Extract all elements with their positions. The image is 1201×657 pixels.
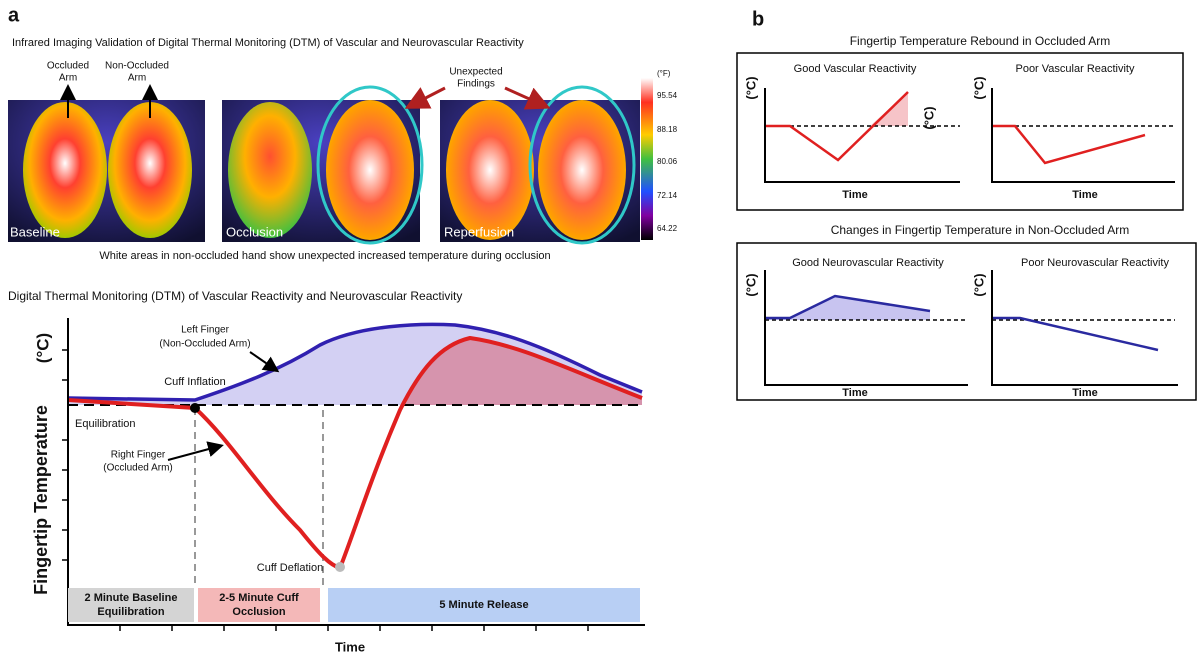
- x-axis-label: Time: [335, 639, 365, 654]
- mini-chart: [765, 270, 968, 385]
- colorbar-tick: 72.14: [657, 191, 678, 200]
- colorbar-tick: 88.18: [657, 125, 678, 134]
- colorbar-tick: 95.54: [657, 91, 678, 100]
- annotation: Occluded: [47, 61, 89, 72]
- annotation: Cuff Inflation: [164, 376, 226, 388]
- x-axis-label: Time: [1072, 387, 1097, 399]
- x-axis-label: Time: [1072, 189, 1097, 201]
- section-title: Changes in Fingertip Temperature in Non-…: [831, 223, 1130, 237]
- axes: [992, 270, 1178, 385]
- colorbar-unit: (°F): [657, 69, 671, 78]
- image-label: Baseline: [10, 224, 60, 239]
- x-axis-label: Time: [842, 189, 867, 201]
- y-unit: (°C): [971, 273, 986, 296]
- panel-box: [737, 53, 1183, 210]
- colorbar-tick: 80.06: [657, 157, 678, 166]
- y-axis-label: Fingertip Temperature: [31, 405, 51, 595]
- annotation: Non-Occluded: [105, 61, 169, 72]
- y-unit: (°C): [971, 76, 986, 99]
- annotation: Left Finger: [181, 325, 229, 336]
- plot-title: Good Vascular Reactivity: [794, 63, 917, 75]
- image-label: Occlusion: [226, 224, 283, 239]
- mini-chart: [765, 88, 960, 182]
- annotation: Findings: [457, 79, 495, 90]
- caption: White areas in non-occluded hand show un…: [99, 250, 550, 262]
- x-axis-label: Time: [842, 387, 867, 399]
- phase-label: 2 Minute Baseline: [85, 592, 178, 604]
- hand: [108, 102, 192, 238]
- annotation: Arm: [59, 73, 77, 84]
- marker: [190, 403, 200, 413]
- section-title: Digital Thermal Monitoring (DTM) of Vasc…: [8, 289, 462, 303]
- phase-label: 5 Minute Release: [439, 599, 528, 611]
- dtm-chart: [62, 318, 645, 631]
- mini-chart: [992, 270, 1178, 385]
- phase-label: 2-5 Minute Cuff: [219, 592, 299, 604]
- hand: [23, 102, 107, 238]
- phase-label: Equilibration: [97, 606, 165, 618]
- y-unit: (°C): [921, 106, 936, 129]
- annotation: (Occluded Arm): [103, 463, 172, 474]
- curve: [992, 126, 1145, 163]
- plot-title: Good Neurovascular Reactivity: [792, 257, 944, 269]
- y-unit: (°C): [33, 333, 52, 363]
- arrow: [410, 88, 445, 106]
- figure: a Infrared Imaging Validation of Digital…: [0, 0, 1201, 657]
- panel-label: b: [752, 8, 764, 30]
- colorbar: [641, 78, 653, 240]
- arrow: [250, 352, 276, 370]
- annotation: Cuff Deflation: [257, 562, 323, 574]
- hand: [326, 100, 414, 240]
- thermal-images: [8, 87, 640, 243]
- y-unit: (°C): [743, 76, 758, 99]
- panel-label: a: [8, 4, 20, 26]
- colorbar-tick: 64.22: [657, 224, 678, 233]
- mini-chart: [992, 88, 1175, 182]
- marker: [335, 562, 345, 572]
- curve: [992, 318, 1158, 350]
- annotation: Unexpected: [449, 67, 502, 78]
- annotation: Equilibration: [75, 418, 136, 430]
- axes: [992, 88, 1175, 182]
- y-unit: (°C): [743, 273, 758, 296]
- image-label: Reperfusion: [444, 224, 514, 239]
- phase-label: Occlusion: [232, 606, 285, 618]
- section-title: Fingertip Temperature Rebound in Occlude…: [850, 34, 1111, 48]
- hand: [446, 100, 534, 240]
- panel-title: Infrared Imaging Validation of Digital T…: [12, 37, 524, 49]
- annotation: Right Finger: [111, 450, 166, 461]
- annotation: (Non-Occluded Arm): [159, 339, 250, 350]
- plot-title: Poor Neurovascular Reactivity: [1021, 257, 1169, 269]
- plot-title: Poor Vascular Reactivity: [1015, 63, 1135, 75]
- annotation: Arm: [128, 73, 146, 84]
- axes: [765, 270, 968, 385]
- hand: [538, 100, 626, 240]
- hand: [228, 102, 312, 238]
